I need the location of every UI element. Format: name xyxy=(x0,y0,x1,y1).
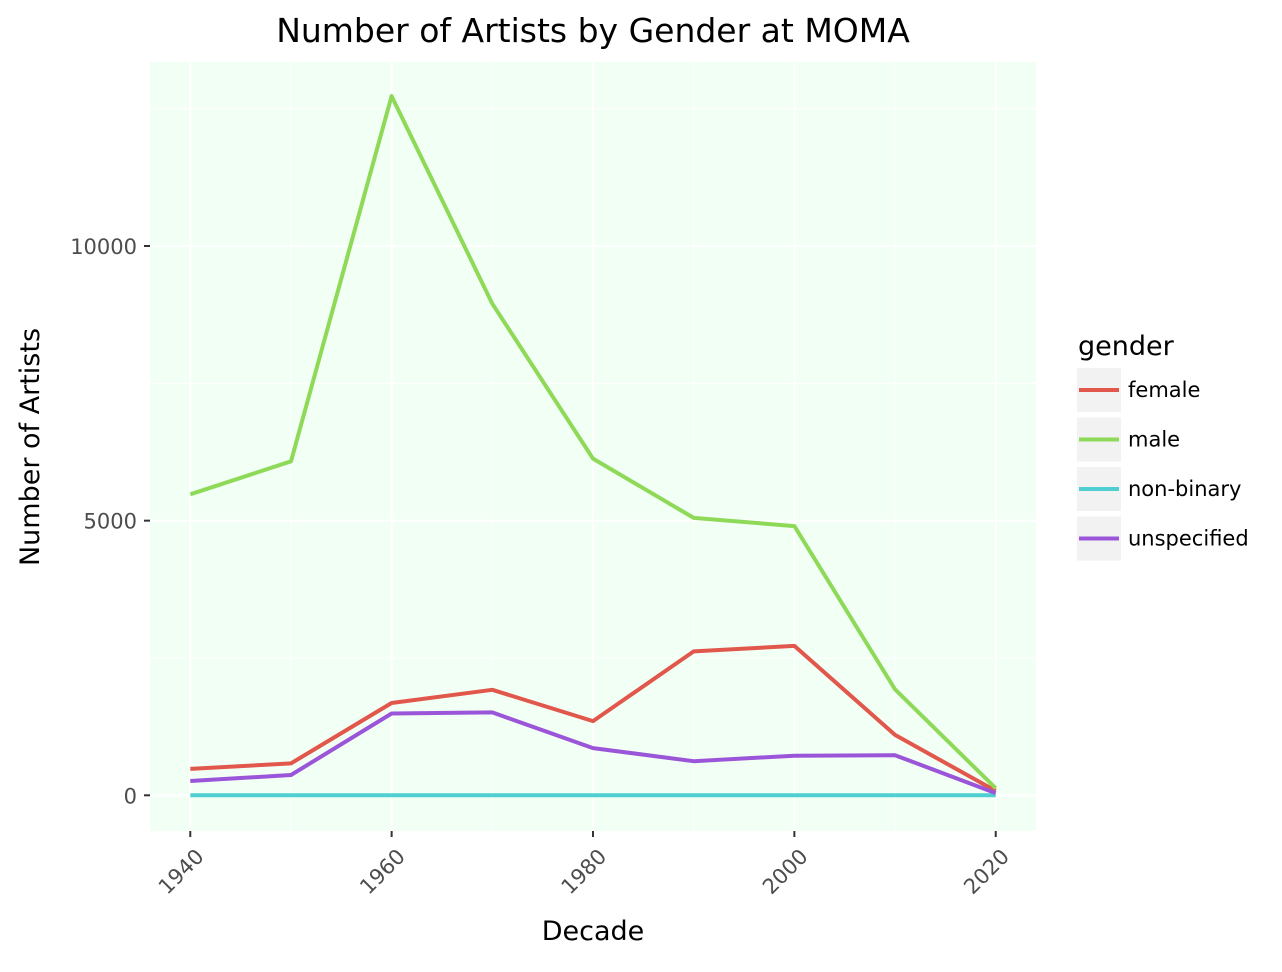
legend-title: gender xyxy=(1078,331,1175,362)
legend-label: unspecified xyxy=(1128,527,1249,551)
x-tick-label: 1960 xyxy=(355,844,410,899)
y-tick-label: 5000 xyxy=(84,510,137,534)
legend: gender female male non-binary unspecified xyxy=(1077,331,1249,561)
x-tick-label: 1940 xyxy=(154,844,209,899)
legend-label: male xyxy=(1128,428,1180,452)
x-tick-label: 2000 xyxy=(758,844,813,899)
series-lines xyxy=(189,94,998,798)
y-tick-label: 10000 xyxy=(70,235,137,259)
x-tick-label: 1980 xyxy=(557,844,612,899)
x-axis-title: Decade xyxy=(542,916,645,947)
legend-label: female xyxy=(1128,378,1200,402)
legend-item-female: female xyxy=(1077,368,1200,412)
legend-item-unspecified: unspecified xyxy=(1077,516,1249,561)
series-line-unspecified xyxy=(190,710,997,795)
y-axis: 0 5000 10000 xyxy=(70,235,150,808)
x-axis: 1940 1960 1980 2000 2020 xyxy=(154,831,1014,899)
legend-label: non-binary xyxy=(1128,477,1241,501)
series-line-male xyxy=(189,94,998,790)
legend-item-non-binary: non-binary xyxy=(1077,467,1241,511)
x-tick-label: 2020 xyxy=(959,844,1014,899)
chart-title: Number of Artists by Gender at MOMA xyxy=(276,11,910,50)
series-line-female xyxy=(190,643,997,793)
legend-item-male: male xyxy=(1077,417,1180,462)
y-axis-title: Number of Artists xyxy=(15,328,46,566)
y-tick-label: 0 xyxy=(124,784,137,808)
